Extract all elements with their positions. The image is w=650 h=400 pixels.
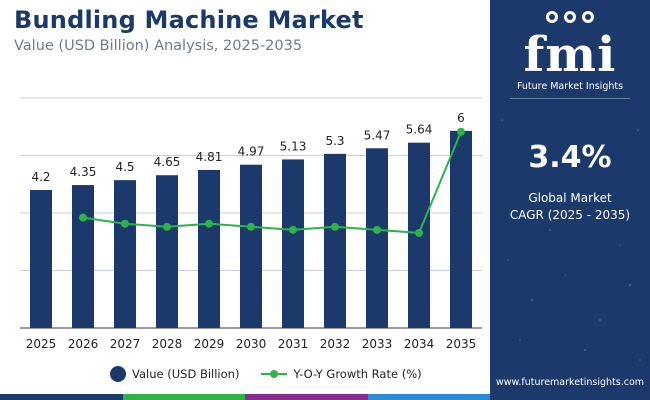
bottom-color-strip <box>0 394 490 400</box>
x-tick-label: 2030 <box>236 337 267 351</box>
cagr-label-line2: CAGR (2025 - 2035) <box>509 208 631 222</box>
growth-point <box>79 213 87 222</box>
x-axis-ticks: 2025 2026 2027 2028 2029 2030 2031 2032 2033 2034… <box>26 337 477 351</box>
bar-value-label: 4.65 <box>154 155 181 169</box>
x-tick-label: 2035 <box>446 337 477 351</box>
side-divider <box>510 98 630 99</box>
x-tick-label: 2033 <box>362 337 393 351</box>
fmi-logo-icon <box>546 11 594 23</box>
bar-value-label: 5.47 <box>364 128 391 142</box>
cagr-label: Global Market CAGR (2025 - 2035) <box>490 190 650 224</box>
strip-segment <box>367 394 490 400</box>
chart-legend: Value (USD Billion) Y-O-Y Growth Rate (%… <box>110 366 444 382</box>
fmi-logo: fmi Future Market Insights <box>490 8 650 92</box>
x-tick-label: 2026 <box>68 337 99 351</box>
bar-value-label: 4.35 <box>70 165 97 179</box>
x-tick-label: 2034 <box>404 337 435 351</box>
legend-line-swatch <box>261 369 288 379</box>
bar-value-label: 4.97 <box>238 145 265 159</box>
legend-item-growth: Y-O-Y Growth Rate (%) <box>261 367 422 381</box>
website-url[interactable]: www.futuremarketinsights.com <box>495 377 645 388</box>
x-tick-label: 2031 <box>278 337 309 351</box>
growth-point <box>163 222 171 231</box>
growth-line-path <box>82 131 462 234</box>
background-texture <box>501 119 641 361</box>
fmi-logo-text: Future Market Insights <box>516 81 624 92</box>
growth-point <box>415 228 423 237</box>
x-tick-label: 2028 <box>152 337 183 351</box>
x-tick-label: 2025 <box>26 337 57 351</box>
cagr-label-line1: Global Market <box>528 191 612 205</box>
bar-value-label: 6 <box>457 111 465 125</box>
growth-point <box>457 127 465 136</box>
bar-2030 <box>240 164 262 328</box>
legend-item-value: Value (USD Billion) <box>110 366 239 382</box>
legend-line-dot <box>270 370 279 378</box>
growth-point <box>373 225 381 234</box>
growth-line <box>79 127 465 237</box>
bar-2035 <box>450 130 472 328</box>
strip-segment <box>245 394 368 400</box>
bar-2033 <box>366 148 388 328</box>
x-tick-label: 2032 <box>320 337 351 351</box>
bar-value-label: 5.13 <box>280 139 307 153</box>
bar-2027 <box>114 180 136 328</box>
chart-title: Bundling Machine Market <box>14 6 364 34</box>
legend-bar-swatch <box>110 366 126 382</box>
growth-point <box>205 219 213 228</box>
growth-point <box>331 222 339 231</box>
legend-bar-label: Value (USD Billion) <box>132 367 240 381</box>
bar-2025 <box>30 190 52 328</box>
bar-value-label: 5.64 <box>406 123 433 137</box>
bar-2031 <box>282 159 304 328</box>
fmi-logo-mark: fmi <box>523 27 617 83</box>
bar-2029 <box>198 169 220 328</box>
x-tick-label: 2027 <box>110 337 141 351</box>
bar-2026 <box>72 185 94 328</box>
chart-subtitle: Value (USD Billion) Analysis, 2025-2035 <box>14 38 303 54</box>
strip-segment <box>122 394 245 400</box>
side-panel: fmi Future Market Insights 3.4% Global M… <box>490 0 650 400</box>
bar-value-label: 4.2 <box>31 170 50 184</box>
bar-value-labels: 4.2 4.35 4.5 4.65 4.81 4.97 5.13 5.3 5.47 5.64 6 <box>31 111 464 184</box>
growth-point <box>247 222 255 231</box>
x-tick-label: 2029 <box>194 337 225 351</box>
bar-line-chart: 4.2 4.35 4.5 4.65 4.81 4.97 5.13 5.3 5.47 5.64 6 2… <box>20 97 482 351</box>
strip-segment <box>0 394 123 400</box>
bar-value-label: 4.81 <box>196 150 223 164</box>
bar-2032 <box>324 153 346 328</box>
growth-point <box>121 219 129 228</box>
chart-header: Bundling Machine Market Value (USD Billi… <box>14 6 364 54</box>
bar-value-label: 5.3 <box>325 134 344 148</box>
bars <box>30 130 472 328</box>
cagr-value: 3.4% <box>528 140 612 175</box>
bar-value-label: 4.5 <box>115 160 134 174</box>
bar-2028 <box>156 175 178 328</box>
legend-line-label: Y-O-Y Growth Rate (%) <box>293 367 422 381</box>
growth-point <box>289 225 297 234</box>
